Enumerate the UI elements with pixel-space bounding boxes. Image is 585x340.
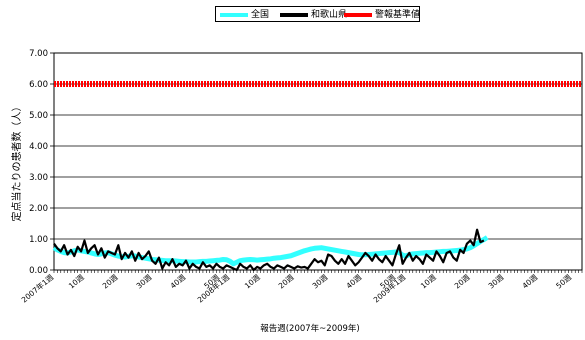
y-tick-label-0: 0.00 [29, 266, 48, 276]
x-tick-label-10: 40週 [344, 272, 363, 290]
x-tick-label-0: 2007年1週 [19, 272, 56, 305]
series-line-wakayama [53, 228, 485, 272]
x-tick-label-3: 30週 [135, 272, 154, 290]
legend-swatch-national [220, 13, 248, 17]
legend-label-national: 全国 [251, 10, 270, 20]
x-tick-label-13: 10週 [419, 272, 438, 290]
x-tick-label-14: 20週 [453, 272, 472, 290]
series-line-national [52, 235, 489, 267]
legend-label-wakayama: 和歌山県 [311, 10, 348, 20]
x-axis-title: 報告週(2007年~2009年) [260, 323, 360, 334]
legend-swatch-wakayama [280, 13, 308, 17]
x-tick-label-9: 30週 [311, 272, 330, 290]
x-tick-label-2: 20週 [101, 272, 120, 290]
y-tick-label-2: 2.00 [29, 204, 48, 214]
legend-swatch-alert-threshold [344, 13, 372, 17]
y-axis-title: 定点当たりの患者数（人） [10, 102, 23, 222]
legend-label-alert-threshold: 警報基準値 [375, 10, 421, 20]
x-tick-label-4: 40週 [168, 272, 187, 290]
y-tick-label-3: 3.00 [29, 173, 48, 183]
y-tick-label-5: 5.00 [29, 111, 48, 121]
x-tick-label-8: 20週 [277, 272, 296, 290]
x-tick-label-17: 50週 [554, 272, 573, 290]
x-tick-label-1: 10週 [67, 272, 86, 290]
y-tick-label-4: 4.00 [29, 142, 48, 152]
legend: 全国 和歌山県 警報基準値 [215, 6, 420, 22]
y-tick-label-1: 1.00 [29, 235, 48, 245]
x-tick-label-15: 30週 [487, 272, 506, 290]
x-tick-label-7: 10週 [243, 272, 262, 290]
x-tick-label-16: 40週 [520, 272, 539, 290]
y-tick-label-7: 7.00 [29, 49, 48, 59]
y-tick-label-6: 6.00 [29, 80, 48, 90]
